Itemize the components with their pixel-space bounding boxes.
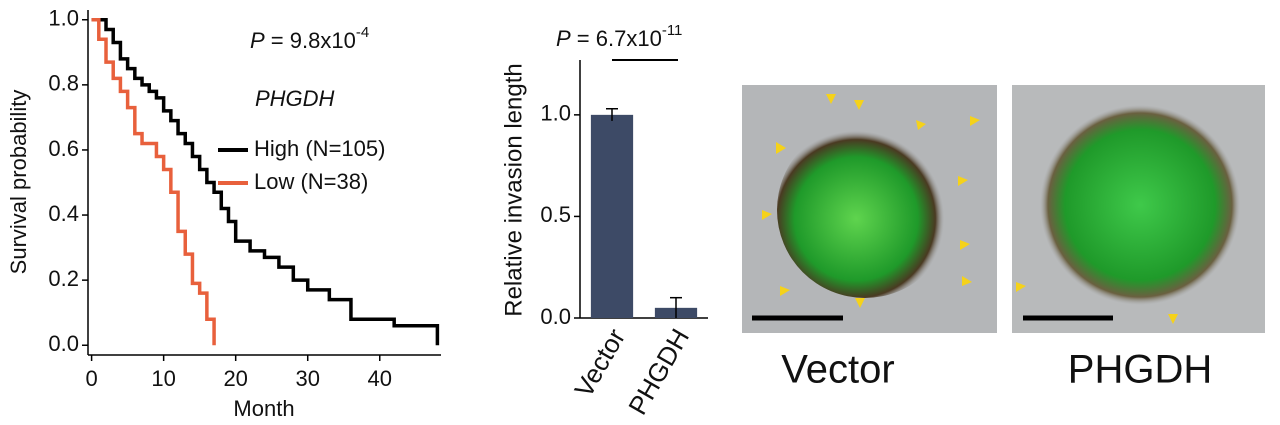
y-tick-label: 0.8 [48, 71, 79, 96]
y-axis-label: Survival probability [6, 90, 31, 275]
y-tick-label: 0.0 [48, 331, 79, 356]
y-tick-label: 0.0 [540, 304, 571, 329]
x-tick-label: 20 [223, 366, 247, 391]
x-tick-label: PHGDH [622, 323, 695, 419]
p-text: = 9.8x10 [265, 28, 356, 53]
x-tick-label: Vector [568, 323, 631, 402]
y-tick-label: 1.0 [540, 101, 571, 126]
p-value: P = 9.8x10-4 [250, 24, 369, 53]
x-axis-label: Month [233, 396, 294, 421]
legend-label: High (N=105) [254, 136, 385, 161]
p-symbol: P [250, 28, 265, 53]
p-exponent: -4 [356, 24, 369, 41]
legend-label: Low (N=38) [254, 169, 368, 194]
image-caption: Vector [781, 348, 894, 392]
micrograph-vector [742, 85, 997, 333]
x-tick-label: 10 [151, 366, 175, 391]
p-value: P = 6.7x10-11 [556, 22, 682, 51]
y-tick-label: 1.0 [48, 6, 79, 31]
bar [590, 114, 634, 318]
y-tick-label: 0.5 [540, 202, 571, 227]
legend-title: PHGDH [255, 86, 335, 111]
y-axis-label: Relative invasion length [500, 63, 527, 317]
x-tick-label: 30 [295, 366, 319, 391]
y-tick-label: 0.4 [48, 201, 79, 226]
survival-curve [91, 18, 216, 346]
image-caption: PHGDH [1068, 348, 1212, 392]
p-exponent: -11 [662, 22, 683, 39]
x-tick-label: 0 [85, 366, 97, 391]
y-tick-label: 0.6 [48, 136, 79, 161]
y-tick-label: 0.2 [48, 266, 79, 291]
survival-curve [91, 18, 440, 346]
p-symbol: P [556, 26, 571, 51]
x-tick-label: 40 [368, 366, 392, 391]
micrograph-phgdh [1012, 85, 1265, 333]
p-text: = 6.7x10 [571, 26, 662, 51]
